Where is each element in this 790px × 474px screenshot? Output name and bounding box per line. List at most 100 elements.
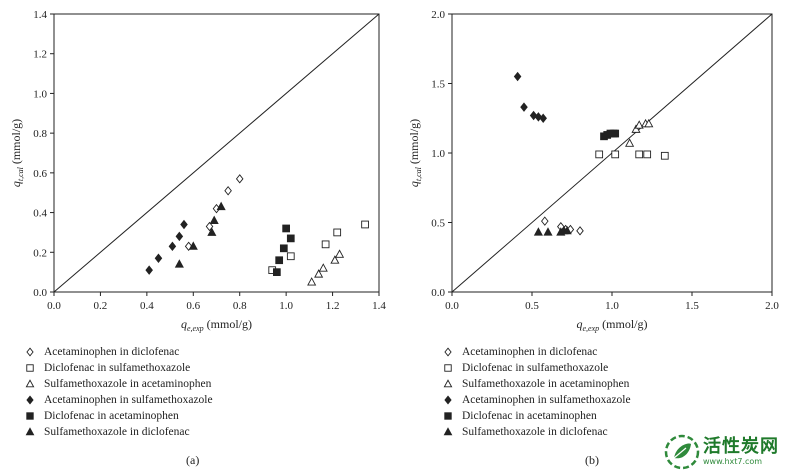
a-point-diclofenac-in-acetaminophen	[275, 256, 284, 265]
b-series-sulfamethoxazole-in-acetaminophen	[625, 118, 654, 147]
a-plot-frame	[53, 13, 380, 293]
a-y-tick-label: 1.0	[33, 88, 47, 100]
panel-label-b: (b)	[585, 453, 599, 467]
legend-item-acetaminophen-in-sulfamethoxazole: Acetaminophen in sulfamethoxazole	[440, 392, 631, 408]
a-point-sulfamethoxazole-in-acetaminophen	[318, 263, 328, 272]
legend-marker-triangle-open-icon	[443, 379, 453, 388]
legend-label: Acetaminophen in diclofenac	[44, 346, 180, 358]
legend-item-sulfamethoxazole-in-diclofenac: Sulfamethoxazole in diclofenac	[440, 424, 631, 440]
a-point-sulfamethoxazole-in-diclofenac	[207, 227, 217, 236]
b-series-diclofenac-in-acetaminophen	[600, 129, 620, 141]
b-series-acetaminophen-in-sulfamethoxazole	[513, 71, 547, 123]
legend-label: Diclofenac in acetaminophen	[462, 410, 597, 422]
b-point-acetaminophen-in-sulfamethoxazole	[513, 71, 522, 82]
legend-marker-triangle-filled-icon	[443, 427, 453, 436]
legend-item-sulfamethoxazole-in-acetaminophen: Sulfamethoxazole in acetaminophen	[22, 376, 213, 392]
a-point-sulfamethoxazole-in-acetaminophen	[307, 277, 317, 286]
legend-marker-diamond-open-icon	[26, 347, 34, 357]
a-y-tick-label: 0.0	[33, 287, 47, 299]
panel-label-a: (a)	[186, 453, 200, 467]
a-x-tick-label: 0.2	[94, 300, 108, 312]
legend-marker-triangle-open-icon	[25, 379, 35, 388]
legend-item-diclofenac-in-acetaminophen: Diclofenac in acetaminophen	[22, 408, 213, 424]
a-y-tick-label: 0.4	[33, 208, 47, 220]
b-point-sulfamethoxazole-in-diclofenac	[543, 227, 553, 236]
a-point-diclofenac-in-sulfamethoxazole	[333, 228, 342, 237]
legend-marker-square-open-icon	[26, 364, 34, 372]
b-point-diclofenac-in-sulfamethoxazole	[660, 151, 669, 160]
a-x-tick-label: 1.4	[372, 300, 386, 312]
legend-item-diclofenac-in-sulfamethoxazole: Diclofenac in sulfamethoxazole	[22, 360, 213, 376]
a-point-diclofenac-in-acetaminophen	[282, 224, 290, 233]
a-point-sulfamethoxazole-in-acetaminophen	[314, 269, 324, 278]
a-point-acetaminophen-in-diclofenac	[184, 241, 193, 252]
legend-marker-diamond-filled-icon	[26, 395, 34, 405]
a-point-acetaminophen-in-diclofenac	[224, 186, 232, 196]
legend-marker-shape	[26, 347, 34, 357]
legend-marker-shape	[26, 395, 34, 405]
a-point-sulfamethoxazole-in-diclofenac	[174, 259, 184, 268]
legend-item-sulfamethoxazole-in-diclofenac: Sulfamethoxazole in diclofenac	[22, 424, 213, 440]
legend-marker-shape	[444, 347, 452, 357]
legend-item-diclofenac-in-sulfamethoxazole: Diclofenac in sulfamethoxazole	[440, 360, 631, 376]
a-point-sulfamethoxazole-in-diclofenac	[209, 215, 219, 224]
legend-label: Diclofenac in acetaminophen	[44, 410, 179, 422]
b-point-diclofenac-in-sulfamethoxazole	[635, 150, 644, 159]
legend-marker-square-open-icon	[444, 364, 452, 372]
legend-label: Sulfamethoxazole in acetaminophen	[44, 378, 212, 390]
a-point-acetaminophen-in-sulfamethoxazole	[145, 265, 153, 275]
b-x-axis-label: qe,exp (mmol/g)	[577, 317, 648, 333]
legend-item-acetaminophen-in-diclofenac: Acetaminophen in diclofenac	[22, 344, 213, 360]
b-point-sulfamethoxazole-in-diclofenac	[533, 227, 543, 236]
a-point-diclofenac-in-acetaminophen	[286, 234, 295, 243]
b-point-diclofenac-in-sulfamethoxazole	[595, 150, 604, 159]
legend-marker-shape	[444, 364, 452, 372]
b-x-tick-label: 2.0	[765, 300, 779, 312]
b-point-acetaminophen-in-diclofenac	[576, 226, 584, 236]
a-point-acetaminophen-in-sulfamethoxazole	[175, 231, 184, 242]
legend-label: Acetaminophen in diclofenac	[462, 346, 598, 358]
legend-marker-shape	[443, 379, 453, 388]
a-point-acetaminophen-in-sulfamethoxazole	[154, 253, 163, 263]
chart-b: 0.0 0.5 1.0 1.5 2.0 0.0 0.5 1.0 1.5 2.0 qe,exp (mm…	[407, 9, 779, 333]
b-point-sulfamethoxazole-in-acetaminophen	[644, 118, 654, 128]
a-y-axis-label: qt,cal (mmol/g)	[9, 119, 25, 187]
legend-marker-shape	[444, 395, 452, 405]
legend-item-acetaminophen-in-sulfamethoxazole: Acetaminophen in sulfamethoxazole	[22, 392, 213, 408]
legend-marker-diamond-filled-icon	[444, 395, 452, 405]
b-series-diclofenac-in-sulfamethoxazole	[595, 150, 669, 160]
legend-item-acetaminophen-in-diclofenac: Acetaminophen in diclofenac	[440, 344, 631, 360]
legend-label: Acetaminophen in sulfamethoxazole	[44, 394, 213, 406]
watermark-title: 活性炭网	[703, 436, 779, 457]
a-point-sulfamethoxazole-in-acetaminophen	[334, 249, 345, 258]
a-x-tick-label: 0.8	[233, 300, 247, 312]
a-reference-line	[53, 13, 380, 293]
b-point-diclofenac-in-acetaminophen	[611, 129, 620, 138]
a-x-tick-label: 1.2	[326, 300, 340, 312]
a-y-tick-label: 1.2	[33, 49, 47, 61]
a-x-tick-label: 0.6	[186, 300, 200, 312]
a-x-tick-label: 0.4	[140, 300, 154, 312]
legend-marker-diamond-open-icon	[444, 347, 452, 357]
b-y-tick-label: 0.5	[431, 218, 445, 230]
b-y-axis-label: qt,cal (mmol/g)	[407, 119, 423, 187]
legend-marker-shape	[26, 364, 34, 372]
legend-label: Sulfamethoxazole in acetaminophen	[462, 378, 630, 390]
a-series-diclofenac-in-sulfamethoxazole	[268, 220, 369, 275]
legend-label: Diclofenac in sulfamethoxazole	[462, 362, 609, 374]
b-point-diclofenac-in-sulfamethoxazole	[611, 150, 620, 159]
b-point-acetaminophen-in-sulfamethoxazole	[539, 113, 547, 123]
legend-item-diclofenac-in-acetaminophen: Diclofenac in acetaminophen	[440, 408, 631, 424]
a-x-axis-label: qe,exp (mmol/g)	[181, 317, 252, 333]
chart-a: 0.0 0.2 0.4 0.6 0.8 1.0 1.2 1.4 0.0 0.2 0.4 0.6 0.8 1…	[9, 9, 386, 333]
a-series-sulfamethoxazole-in-acetaminophen	[307, 249, 345, 286]
a-point-diclofenac-in-acetaminophen	[279, 244, 288, 253]
legend-label: Acetaminophen in sulfamethoxazole	[462, 394, 631, 406]
a-x-tick-label: 0.0	[47, 300, 61, 312]
b-x-tick-label: 0.5	[525, 300, 539, 312]
a-point-diclofenac-in-sulfamethoxazole	[286, 252, 295, 261]
a-point-sulfamethoxazole-in-diclofenac	[188, 241, 198, 250]
a-point-acetaminophen-in-diclofenac	[235, 174, 244, 184]
a-point-diclofenac-in-sulfamethoxazole	[321, 240, 330, 249]
legend-a: Acetaminophen in diclofenac Diclofenac in…	[22, 344, 213, 440]
